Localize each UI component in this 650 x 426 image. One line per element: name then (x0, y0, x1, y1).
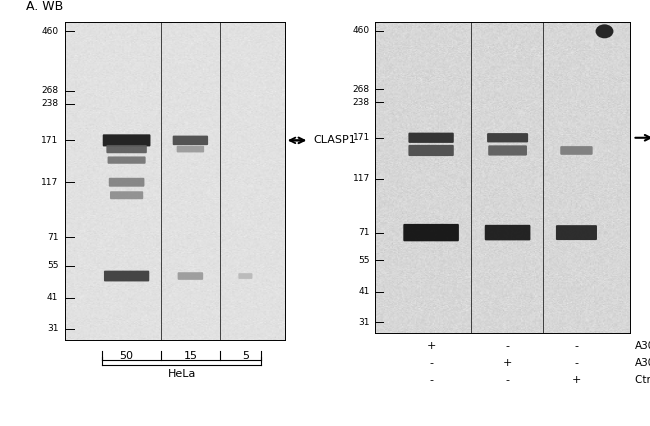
FancyBboxPatch shape (110, 191, 143, 199)
Text: -: - (506, 375, 510, 385)
FancyBboxPatch shape (485, 225, 530, 240)
Text: Ctrl IgG: Ctrl IgG (635, 375, 650, 385)
Text: 41: 41 (47, 294, 58, 302)
Text: +: + (572, 375, 581, 385)
Text: HeLa: HeLa (168, 369, 196, 379)
Text: A302-085A: A302-085A (635, 341, 650, 351)
FancyBboxPatch shape (107, 145, 147, 153)
Text: 50: 50 (120, 351, 134, 361)
Text: 117: 117 (41, 178, 58, 187)
FancyBboxPatch shape (560, 146, 593, 155)
FancyBboxPatch shape (107, 156, 146, 164)
Text: 171: 171 (41, 136, 58, 145)
Text: -: - (506, 341, 510, 351)
Text: +: + (503, 358, 512, 368)
Text: 268: 268 (353, 85, 370, 94)
Text: 117: 117 (353, 174, 370, 183)
Text: 31: 31 (47, 324, 58, 333)
Text: 268: 268 (42, 86, 58, 95)
Text: -: - (575, 358, 578, 368)
FancyBboxPatch shape (556, 225, 597, 240)
Text: 55: 55 (47, 261, 58, 270)
FancyBboxPatch shape (104, 271, 150, 282)
Text: 238: 238 (42, 99, 58, 108)
Text: -: - (575, 341, 578, 351)
FancyBboxPatch shape (408, 145, 454, 156)
Text: 31: 31 (358, 317, 370, 326)
Text: 5: 5 (242, 351, 249, 361)
FancyBboxPatch shape (177, 146, 204, 153)
Text: 41: 41 (359, 288, 370, 296)
FancyBboxPatch shape (109, 178, 144, 187)
Text: 71: 71 (47, 233, 58, 242)
Text: 460: 460 (42, 27, 58, 36)
Text: 55: 55 (358, 256, 370, 265)
FancyBboxPatch shape (487, 133, 528, 142)
Text: 171: 171 (353, 133, 370, 142)
Text: -: - (429, 375, 433, 385)
FancyBboxPatch shape (408, 132, 454, 143)
Text: 15: 15 (183, 351, 198, 361)
Text: A. WB: A. WB (26, 0, 63, 14)
FancyBboxPatch shape (103, 134, 150, 147)
FancyBboxPatch shape (403, 224, 459, 241)
Ellipse shape (595, 24, 614, 38)
Text: 460: 460 (353, 26, 370, 35)
Text: A302-086A: A302-086A (635, 358, 650, 368)
Text: 71: 71 (358, 228, 370, 237)
FancyBboxPatch shape (488, 145, 527, 155)
Text: -: - (429, 358, 433, 368)
FancyBboxPatch shape (177, 272, 203, 280)
FancyBboxPatch shape (173, 135, 208, 145)
Text: CLASP1: CLASP1 (313, 135, 356, 145)
Text: +: + (426, 341, 436, 351)
FancyBboxPatch shape (239, 273, 252, 279)
Text: 238: 238 (353, 98, 370, 106)
